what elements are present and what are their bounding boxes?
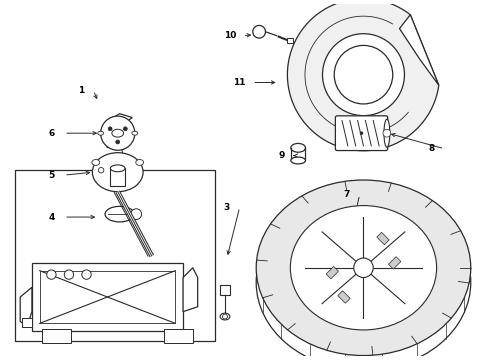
Circle shape — [353, 258, 372, 278]
Ellipse shape — [383, 119, 389, 147]
Ellipse shape — [290, 157, 305, 164]
Text: 2: 2 — [104, 141, 111, 150]
Bar — [219, 285, 230, 295]
Ellipse shape — [132, 131, 138, 135]
Circle shape — [108, 127, 112, 131]
Text: 5: 5 — [48, 171, 55, 180]
Text: 8: 8 — [428, 144, 434, 153]
Ellipse shape — [136, 159, 143, 165]
Text: 11: 11 — [233, 78, 245, 87]
Circle shape — [382, 129, 390, 137]
Ellipse shape — [290, 143, 305, 152]
Ellipse shape — [105, 206, 134, 222]
Bar — [387, 257, 400, 269]
Bar — [22, 318, 32, 327]
Ellipse shape — [92, 153, 143, 192]
Bar — [110, 168, 125, 186]
Circle shape — [131, 209, 142, 220]
Text: 7: 7 — [343, 190, 349, 199]
Text: 9: 9 — [278, 151, 284, 160]
FancyBboxPatch shape — [335, 116, 387, 150]
Polygon shape — [287, 0, 438, 151]
Bar — [15, 170, 215, 341]
Text: 6: 6 — [48, 129, 55, 138]
Bar — [337, 291, 349, 303]
Ellipse shape — [98, 131, 103, 135]
Circle shape — [333, 45, 392, 104]
Circle shape — [81, 270, 91, 279]
Polygon shape — [20, 287, 32, 326]
Polygon shape — [399, 15, 438, 85]
Circle shape — [252, 26, 265, 38]
Ellipse shape — [290, 206, 436, 330]
Circle shape — [98, 167, 103, 173]
Ellipse shape — [110, 165, 125, 172]
Text: 1: 1 — [78, 86, 83, 95]
Circle shape — [322, 34, 404, 116]
Bar — [40, 271, 175, 323]
Bar — [376, 232, 388, 245]
Circle shape — [64, 270, 74, 279]
Text: 4: 4 — [48, 212, 55, 221]
Bar — [163, 329, 192, 343]
Bar — [41, 329, 71, 343]
Bar — [32, 263, 183, 331]
Ellipse shape — [256, 180, 470, 356]
Polygon shape — [183, 268, 197, 312]
Circle shape — [116, 140, 120, 144]
Circle shape — [222, 314, 227, 319]
Circle shape — [359, 131, 363, 135]
Ellipse shape — [220, 313, 229, 320]
Ellipse shape — [112, 129, 123, 137]
Polygon shape — [110, 114, 132, 123]
Text: 10: 10 — [223, 31, 236, 40]
Circle shape — [101, 116, 135, 150]
Circle shape — [123, 127, 127, 131]
Text: 3: 3 — [224, 203, 229, 212]
Bar — [325, 266, 338, 279]
Ellipse shape — [92, 159, 100, 165]
Bar — [287, 37, 293, 44]
Ellipse shape — [256, 195, 470, 360]
Circle shape — [47, 270, 56, 279]
